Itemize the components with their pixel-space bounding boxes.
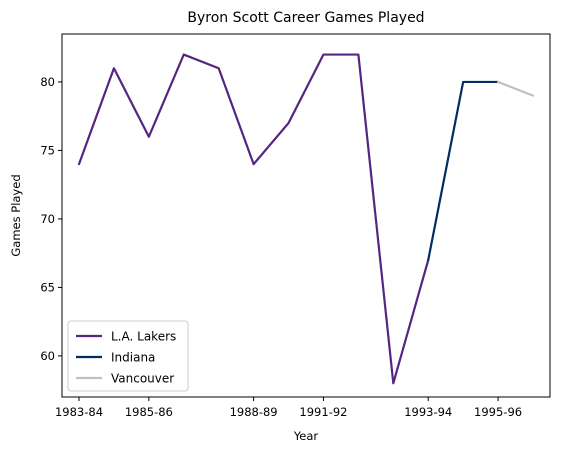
x-tick-label: 1988-89 xyxy=(230,405,278,419)
y-axis: 60 65 70 75 80 xyxy=(40,75,62,363)
x-axis-label: Year xyxy=(293,429,319,443)
legend-entry: Indiana xyxy=(111,351,155,365)
y-tick-label: 70 xyxy=(40,212,55,226)
x-axis: 1983-84 1985-86 1988-89 1991-92 1993-94 1995-… xyxy=(55,397,522,419)
legend-entry: Vancouver xyxy=(111,372,174,386)
x-tick-label: 1995-96 xyxy=(474,405,522,419)
series-line-indiana xyxy=(427,80,500,262)
legend-entry: L.A. Lakers xyxy=(111,330,176,344)
y-tick-label: 80 xyxy=(40,75,55,89)
y-axis-label: Games Played xyxy=(9,174,23,256)
plot-frame xyxy=(61,33,551,398)
series-line-vancouver xyxy=(496,80,535,97)
y-tick-label: 75 xyxy=(40,143,55,157)
plot-area xyxy=(77,53,535,385)
y-tick-label: 60 xyxy=(40,349,55,363)
chart-title: Byron Scott Career Games Played xyxy=(187,10,424,26)
x-tick-label: 1991-92 xyxy=(299,405,347,419)
legend-box xyxy=(67,320,189,392)
y-tick-label: 65 xyxy=(40,280,55,294)
x-tick-label: 1985-86 xyxy=(125,405,173,419)
x-tick-label: 1983-84 xyxy=(55,405,103,419)
legend: L.A. Lakers Indiana Vancouver xyxy=(67,320,189,392)
series-line-l-a-lakers xyxy=(77,53,430,385)
x-tick-label: 1993-94 xyxy=(404,405,452,419)
